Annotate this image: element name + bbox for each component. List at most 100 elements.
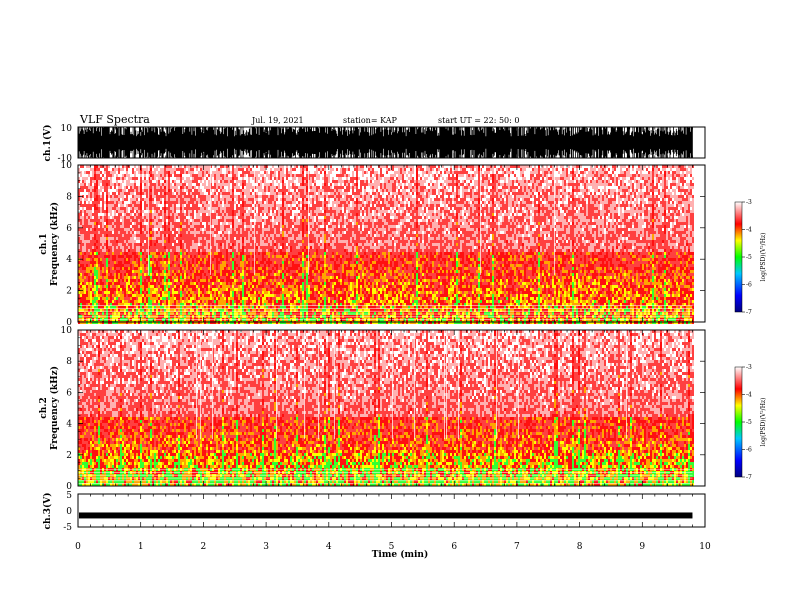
spec1-cell — [124, 267, 126, 270]
spec1-cell — [82, 282, 84, 285]
spec1-cell — [262, 183, 264, 186]
spec1-cell — [140, 246, 142, 249]
spec1-cell — [224, 201, 226, 204]
spec1-cell — [242, 273, 244, 276]
spec1-cell — [182, 189, 184, 192]
spec1-cell — [164, 216, 166, 219]
spec1-cell — [160, 231, 162, 234]
spec1-cell — [232, 171, 234, 174]
spec1-cell — [90, 246, 92, 249]
spec1-cell — [170, 180, 172, 183]
spec1-cell — [110, 207, 112, 210]
spec1-cell — [104, 285, 106, 288]
spec1-cell — [82, 204, 84, 207]
spec1-cell — [114, 183, 116, 186]
spec1-cell — [222, 279, 224, 282]
spec1-cell — [222, 189, 224, 192]
spec1-cell — [152, 312, 154, 315]
spec1-cell — [148, 306, 150, 309]
spec1-cell — [160, 213, 162, 216]
spec1-cell — [244, 198, 246, 201]
spec1-cell — [216, 177, 218, 180]
spec1-cell — [218, 252, 220, 255]
spec1-cell — [98, 180, 100, 183]
spec1-cell — [200, 279, 202, 282]
spec1-cell — [164, 297, 166, 300]
spec1-cell — [112, 258, 114, 261]
spec1-cell — [262, 267, 264, 270]
spec1-cell — [192, 192, 194, 195]
spec1-cell — [230, 282, 232, 285]
spec1-cell — [192, 294, 194, 297]
spec1-cell — [228, 180, 230, 183]
spec1-cell — [172, 174, 174, 177]
spec1-cell — [228, 216, 230, 219]
spec1-cell — [142, 294, 144, 297]
spec1-cell — [172, 231, 174, 234]
spec1-cell — [206, 177, 208, 180]
spec1-cell — [184, 204, 186, 207]
spec1-cell — [226, 195, 228, 198]
spec1-cell — [248, 264, 250, 267]
spec1-cell — [132, 288, 134, 291]
spec1-cell — [246, 201, 248, 204]
spec1-cell — [104, 249, 106, 252]
spec1-cell — [94, 249, 96, 252]
spec1-cell — [212, 204, 214, 207]
spec1-cell — [158, 315, 160, 318]
spec1-cell — [238, 273, 240, 276]
spec1-cell — [186, 243, 188, 246]
spec1-cell — [174, 270, 176, 273]
spec1-cell — [84, 294, 86, 297]
spec1-cell — [188, 195, 190, 198]
spec1-cell — [192, 288, 194, 291]
spec1-cell — [158, 177, 160, 180]
spec1-cell — [138, 198, 140, 201]
spec1-cell — [174, 273, 176, 276]
spec1-cell — [100, 261, 102, 264]
spec1-cell — [234, 294, 236, 297]
spec1-cell — [106, 201, 108, 204]
spec1-cell — [186, 198, 188, 201]
spec1-cell — [238, 255, 240, 258]
spec1-cell — [156, 165, 158, 168]
spec1-cell — [160, 309, 162, 312]
spec1-cell — [124, 276, 126, 279]
spec1-cell — [230, 216, 232, 219]
spec1-cell — [230, 234, 232, 237]
spec1-cell — [90, 264, 92, 267]
spec1-cell — [238, 282, 240, 285]
spec1-cell — [214, 306, 216, 309]
spec1-cell — [100, 171, 102, 174]
spec1-cell — [260, 186, 262, 189]
spec1-cell — [242, 270, 244, 273]
spec1-cell — [164, 303, 166, 306]
spec1-cell — [116, 237, 118, 240]
spec1-cell — [180, 189, 182, 192]
spec1-cell — [92, 234, 94, 237]
spec1-cell — [222, 237, 224, 240]
spec1-cell — [238, 246, 240, 249]
spec1-cell — [156, 273, 158, 276]
spec1-cell — [80, 306, 82, 309]
spec1-cell — [216, 297, 218, 300]
spec1-cell — [112, 252, 114, 255]
spec1-cell — [234, 201, 236, 204]
spec1-cell — [220, 165, 222, 168]
spec1-cell — [258, 231, 260, 234]
spec1-cell — [208, 249, 210, 252]
spec1-cell — [166, 189, 168, 192]
spec1-cell — [248, 195, 250, 198]
spec1-cell — [232, 231, 234, 234]
spec1-cell — [206, 291, 208, 294]
spec1-cell — [82, 207, 84, 210]
spec1-cell — [122, 180, 124, 183]
spec1-cell — [92, 225, 94, 228]
spec1-cell — [184, 306, 186, 309]
spec1-cell — [84, 204, 86, 207]
spec1-cell — [184, 279, 186, 282]
spec1-cell — [242, 291, 244, 294]
spec1-cell — [142, 216, 144, 219]
spec1-cell — [172, 273, 174, 276]
spec1-cell — [192, 207, 194, 210]
